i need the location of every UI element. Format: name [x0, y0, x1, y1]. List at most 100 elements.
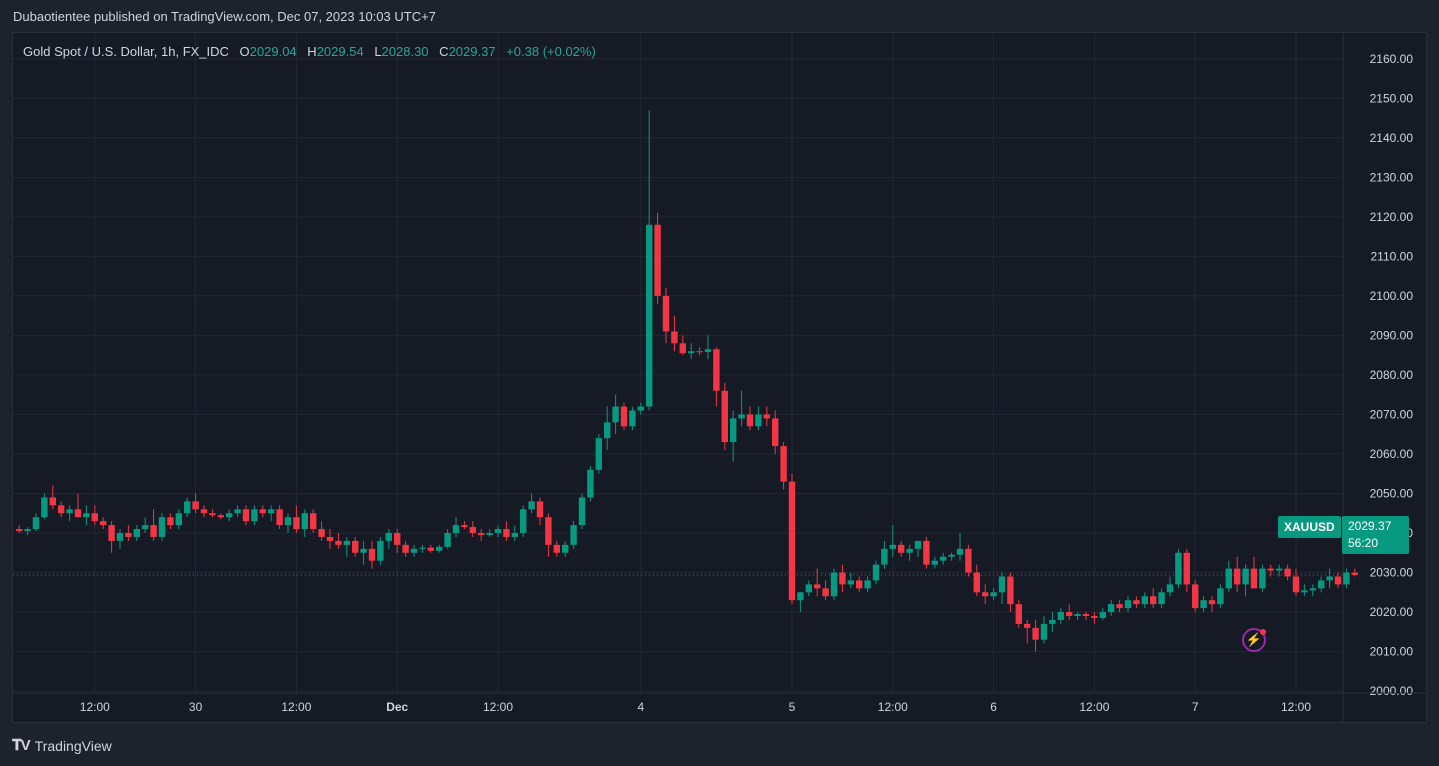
candle-body — [906, 548, 913, 553]
candle-body — [1141, 596, 1148, 605]
candle-body — [74, 509, 82, 518]
candle-body — [184, 501, 191, 514]
candle-body — [1099, 612, 1106, 618]
candle-body — [217, 515, 224, 518]
publisher-caption: Dubaotientee published on TradingView.co… — [13, 9, 436, 24]
candle-body — [898, 544, 905, 553]
y-tick-label: 2080.00 — [1370, 368, 1414, 382]
candle-body — [746, 414, 754, 427]
candle-body — [1074, 614, 1081, 617]
candle-body — [847, 580, 854, 585]
candle-body — [738, 414, 745, 419]
x-tick-label: 7 — [1192, 700, 1199, 714]
tradingview-logo[interactable]: 𝐓V TradingView — [12, 737, 112, 754]
candle-body — [1057, 612, 1064, 620]
candle-body — [1250, 568, 1258, 589]
candle-body — [419, 547, 426, 549]
x-tick-label: 5 — [789, 700, 796, 714]
tv-logo-text: TradingView — [34, 737, 112, 754]
candle-body — [91, 513, 98, 522]
y-tick-label: 2140.00 — [1370, 131, 1414, 145]
x-tick-label: 30 — [189, 700, 203, 714]
x-tick-label: 12:00 — [281, 700, 311, 714]
symbol-title: Gold Spot / U.S. Dollar, 1h, FX_IDC — [23, 44, 229, 59]
candle-body — [578, 497, 586, 526]
candle-body — [545, 517, 552, 545]
candle-body — [654, 224, 661, 296]
candle-body — [1150, 596, 1157, 605]
candle-body — [251, 509, 258, 522]
candle-body — [1334, 576, 1342, 585]
low-value: 2028.30 — [381, 44, 429, 59]
lightning-icon[interactable]: ⚡ — [1242, 628, 1266, 652]
x-tick-label: 12:00 — [1079, 700, 1109, 714]
chart-panel[interactable]: 2000.002010.002020.002030.002040.002050.… — [12, 32, 1427, 723]
candle-body — [1276, 568, 1283, 571]
candlestick-chart[interactable]: 2000.002010.002020.002030.002040.002050.… — [13, 33, 1427, 723]
candle-body — [1158, 592, 1165, 605]
y-tick-label: 2130.00 — [1370, 170, 1414, 184]
candle-body — [452, 525, 460, 534]
candle-body — [637, 406, 644, 411]
candle-body — [108, 525, 115, 541]
candle-body — [1343, 572, 1350, 585]
candle-body — [755, 414, 762, 427]
candle-body — [66, 509, 73, 514]
candle-body — [125, 533, 132, 537]
candle-body — [713, 349, 720, 391]
candle-body — [772, 418, 779, 447]
candle-body — [478, 533, 485, 535]
candle-body — [1301, 590, 1308, 593]
candle-body — [326, 536, 334, 541]
bar-countdown: 56:20 — [1348, 536, 1379, 550]
candle-body — [511, 533, 518, 537]
candle-body — [604, 422, 611, 439]
candle-body — [788, 481, 796, 601]
candle-body — [259, 509, 266, 514]
y-tick-label: 2110.00 — [1371, 249, 1414, 263]
candle-body — [427, 547, 434, 551]
candle-body — [562, 544, 569, 553]
close-value: 2029.37 — [448, 44, 496, 59]
candle-body — [352, 540, 359, 553]
candle-body — [133, 529, 140, 537]
candle-body — [444, 533, 451, 547]
candle-body — [1267, 568, 1274, 571]
y-tick-label: 2070.00 — [1370, 407, 1414, 421]
candle-body — [1200, 600, 1207, 609]
candle-body — [553, 544, 560, 553]
candle-body — [864, 580, 871, 589]
candle-body — [931, 560, 938, 565]
candle-body — [1007, 576, 1014, 605]
candle-body — [889, 544, 896, 549]
symbol-legend[interactable]: Gold Spot / U.S. Dollar, 1h, FX_IDC O 202… — [23, 44, 596, 59]
candle-body — [1259, 568, 1266, 589]
low-label: L — [374, 44, 382, 59]
candle-body — [32, 517, 40, 530]
candle-body — [192, 501, 199, 510]
high-value: 2029.54 — [316, 44, 364, 59]
y-tick-label: 2020.00 — [1370, 605, 1414, 619]
candle-body — [368, 548, 376, 561]
tv-logo-icon: 𝐓V — [12, 737, 31, 754]
candle-body — [1032, 627, 1039, 640]
candle-body — [402, 544, 409, 553]
candle-body — [520, 509, 527, 534]
candle-body — [343, 540, 350, 545]
candle-body — [1015, 604, 1022, 624]
change-value: +0.38 (+0.02%) — [506, 44, 596, 59]
candle-body — [1326, 576, 1333, 581]
candle-body — [973, 572, 980, 593]
candle-body — [536, 501, 544, 518]
candle-body — [780, 446, 787, 482]
candle-body — [41, 497, 48, 518]
open-label: O — [239, 44, 250, 59]
candle-body — [1318, 580, 1325, 589]
candle-body — [830, 572, 838, 597]
candle-body — [494, 529, 502, 534]
candle-body — [629, 410, 636, 427]
x-tick-label: 12:00 — [483, 700, 513, 714]
x-tick-label: 12:00 — [878, 700, 908, 714]
candle-body — [956, 548, 964, 555]
candle-body — [175, 513, 182, 526]
